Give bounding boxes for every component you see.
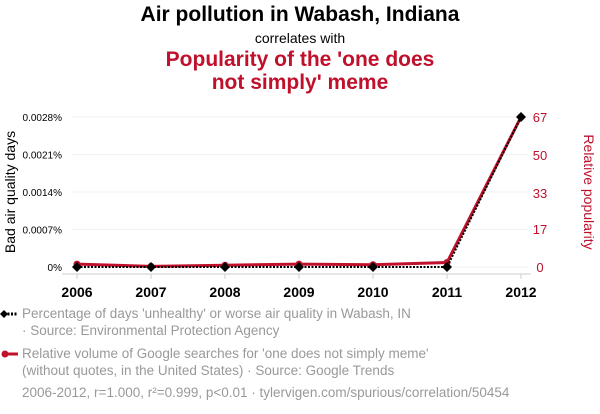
air-data-point — [72, 262, 82, 272]
right-axis-label: Relative popularity — [581, 134, 597, 249]
x-tick-label: 2007 — [135, 284, 166, 300]
left-tick-label: 0.0021% — [23, 151, 63, 162]
right-tick-label: 67 — [533, 110, 547, 125]
air-data-point — [294, 262, 304, 272]
air-data-point — [146, 262, 156, 272]
air-data-point — [442, 262, 452, 272]
chart-subtitle: correlates with — [254, 30, 346, 46]
footer-text: 2006-2012, r=1.000, r²=0.999, p<0.01 · t… — [22, 385, 510, 400]
x-tick-label: 2006 — [61, 284, 92, 300]
legend-air-line1: Percentage of days 'unhealthy' or worse … — [22, 306, 411, 321]
left-axis-label: Bad air quality days — [2, 131, 18, 253]
right-tick-label: 33 — [533, 186, 547, 201]
right-tick-label: 0 — [536, 260, 543, 275]
legend-icons — [0, 310, 18, 358]
x-tick-label: 2009 — [283, 284, 314, 300]
left-tick-label: 0.0028% — [23, 113, 63, 124]
left-tick-label: 0.0007% — [23, 226, 63, 237]
legend-air-line2: · Source: Environmental Protection Agenc… — [22, 323, 280, 338]
x-tick-label: 2008 — [209, 284, 240, 300]
x-tick-label: 2012 — [505, 284, 536, 300]
left-tick-label: 0.0014% — [23, 188, 63, 199]
legend-item-meme: Relative volume of Google searches for '… — [22, 345, 429, 379]
chart: 0% 0.0007% 0.0014% 0.0021% 0.0028% 0 17 33 50 67 2… — [2, 110, 597, 300]
legend-item-air: Percentage of days 'unhealthy' or worse … — [22, 305, 411, 339]
chart-title-2: Popularity of the 'one does not simply' … — [0, 48, 600, 94]
air-data-point — [368, 262, 378, 272]
legend-meme-line2: (without quotes, in the United States) ·… — [22, 363, 395, 378]
x-tick-label: 2011 — [432, 284, 463, 300]
left-tick-label: 0% — [48, 263, 63, 274]
air-data-point — [516, 112, 526, 122]
diamond-dash-legend-icon — [0, 310, 18, 318]
legend-meme-line1: Relative volume of Google searches for '… — [22, 346, 429, 361]
circle-line-legend-icon — [1, 350, 18, 358]
right-tick-label: 17 — [533, 222, 547, 237]
chart-title: Air pollution in Wabash, Indiana — [140, 3, 460, 26]
title2-text: Popularity of the 'one does not simply' … — [165, 48, 435, 94]
air-data-point — [220, 262, 230, 272]
x-tick-label: 2010 — [357, 284, 388, 300]
right-tick-label: 50 — [533, 148, 547, 163]
